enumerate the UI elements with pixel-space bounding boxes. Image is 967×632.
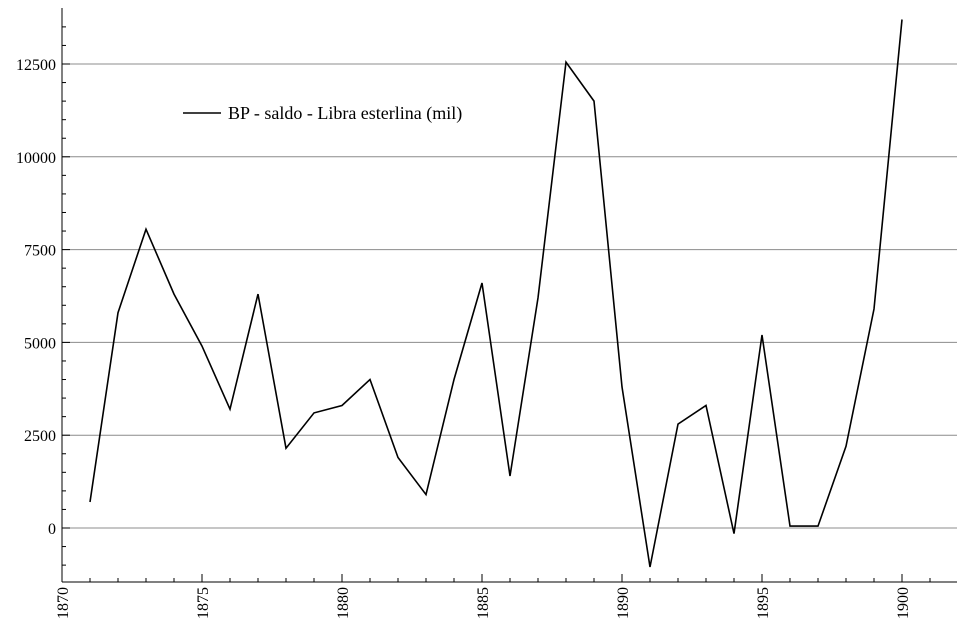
y-tick-label: 2500 [24, 428, 56, 445]
y-tick-label: 12500 [16, 57, 56, 74]
axes-layer: 0 2500 5000 7500 10000 12500 1870 1875 1880 1885 1… [16, 8, 957, 619]
x-tick-label: 1885 [475, 587, 492, 619]
x-tick-label: 1890 [615, 587, 632, 619]
x-tick-label: 1875 [195, 587, 212, 619]
y-tick-label: 7500 [24, 243, 56, 260]
y-tick-label: 10000 [16, 150, 56, 167]
x-tick-label: 1880 [335, 587, 352, 619]
x-tick-label: 1895 [755, 587, 772, 619]
x-tick-label: 1900 [895, 587, 912, 619]
y-tick-label: 5000 [24, 335, 56, 352]
series-layer [89, 19, 903, 568]
series-line [89, 19, 903, 568]
legend-label: BP - saldo - Libra esterlina (mil) [228, 103, 462, 124]
x-tick-label: 1870 [55, 587, 72, 619]
legend: BP - saldo - Libra esterlina (mil) [183, 103, 462, 124]
grid-layer [62, 63, 957, 529]
y-tick-label: 0 [48, 521, 56, 538]
